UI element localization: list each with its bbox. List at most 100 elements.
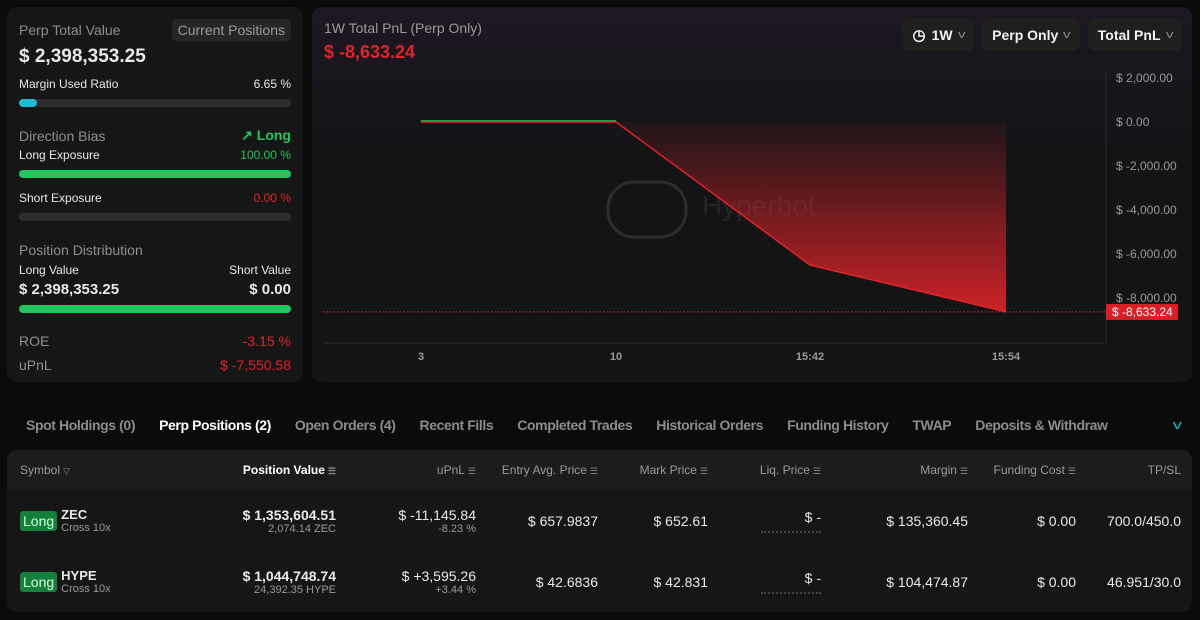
side-badge: Long [20,510,58,531]
direction-label: Direction Bias [19,127,106,144]
y-tick-label: $ -2,000.00 [1116,159,1177,173]
column-header[interactable]: uPnL ☰ [340,463,480,477]
upnl-percent: -8.23 % [438,522,476,535]
liq-underline [761,591,821,594]
margin-bar [19,99,291,107]
roe-label: ROE [19,333,50,349]
column-header-label: TP/SL [1147,463,1181,477]
margin-mode: Cross 10x [61,522,111,534]
margin-bar-fill [19,99,38,107]
column-header[interactable]: Funding Cost ☰ [972,463,1080,477]
upnl-value: $ +3,595.26 [401,567,476,584]
position-size: 24,392.35 HYPE [254,583,336,596]
metric-value: Total PnL [1097,26,1161,43]
filter-icon[interactable]: ▽ [63,466,70,476]
tabs-bar: Spot Holdings (0) Perp Positions (2) Open … [26,417,1108,433]
long-value: $ 2,398,353.25 [19,281,120,298]
roe-value: -3.15 % [242,333,291,349]
long-exposure-bar [19,170,291,178]
current-value-tag [1106,303,1178,320]
x-tick-label: 3 [418,351,424,363]
chevron-down-icon: v [1165,28,1174,41]
margin-value: $ 104,474.87 [886,573,968,590]
column-header-label: Mark Price [639,463,697,477]
data-point [809,264,811,266]
upnl-value: $ -7,550.58 [220,357,291,373]
tab-item[interactable]: Funding History [787,417,889,433]
chart-controls: ◷ 1W v Perp Only v Total PnL v [902,18,1182,51]
column-header[interactable]: Liq. Price ☰ [712,463,825,477]
tab-item[interactable]: Recent Fills [419,417,494,433]
distribution-bar [19,305,291,313]
upnl-label: uPnL [19,357,52,373]
column-header[interactable]: TP/SL [1080,463,1185,477]
liq-underline [761,530,821,533]
margin-mode: Cross 10x [61,583,111,595]
current-positions-button[interactable]: Current Positions [171,19,291,41]
sort-icon[interactable]: ☰ [589,466,598,476]
sort-icon[interactable]: ☰ [699,466,708,476]
column-header-label: Funding Cost [993,463,1065,477]
column-header[interactable]: Mark Price ☰ [602,463,712,477]
chevron-down-icon: v [957,28,966,41]
short-exposure-bar [19,213,291,221]
period-select[interactable]: ◷ 1W v [902,18,975,51]
short-value: $ 0.00 [249,281,291,298]
position-value: $ 1,353,604.51 [242,506,336,523]
tab-item[interactable]: Completed Trades [517,417,633,433]
column-header[interactable]: Entry Avg. Price ☰ [480,463,602,477]
metric-select[interactable]: Total PnL v [1087,18,1182,51]
tpsl-value[interactable]: 700.0/450.0 [1107,512,1181,529]
sort-icon[interactable]: ☰ [327,466,336,476]
data-point [420,121,422,123]
funding-cost: $ 0.00 [1037,573,1076,590]
mark-price: $ 42.831 [653,573,709,590]
column-header[interactable]: Symbol ▽ [7,463,200,477]
short-value-label: Short Value [229,263,291,277]
tpsl-value[interactable]: 46.951/30.0 [1107,573,1181,590]
tab-item[interactable]: Perp Positions (2) [159,417,271,433]
chevron-down-icon: v [1063,28,1071,41]
column-header-label: uPnL [436,463,465,477]
perp-total-value: $ 2,398,353.25 [19,46,146,67]
chart-pnl-value: $ -8,633.24 [324,42,416,62]
upnl-value: $ -11,145.84 [398,506,476,523]
pnl-line [421,121,1007,313]
pnl-chart: Hyperbot $ 2,000.00$ 0.00$ -2,000.00$ -4… [323,70,1178,363]
tab-item[interactable]: Deposits & Withdraw [975,417,1108,433]
negative-area [616,122,1006,312]
y-tick-label: $ 0.00 [1116,115,1150,129]
symbol[interactable]: ZEC [61,507,88,522]
tab-item[interactable]: Historical Orders [656,417,764,433]
x-tick-label: 15:54 [992,351,1021,363]
tab-item[interactable]: Open Orders (4) [294,417,396,433]
tabs-more-chevron-icon[interactable]: v [1172,417,1182,432]
sort-icon[interactable]: ☰ [1067,466,1076,476]
y-tick-label: $ -8,000.00 [1116,291,1177,305]
positions-table: Symbol ▽ Position Value ☰ uPnL ☰ Entry Avg. Pr… [7,450,1192,612]
symbol[interactable]: HYPE [61,568,97,583]
table-row[interactable]: Long HYPE Cross 10x $ 1,044,748.74 24,392.3… [7,551,1192,612]
margin-value: $ 135,360.45 [886,512,968,529]
table-header: Symbol ▽ Position Value ☰ uPnL ☰ Entry Avg. Pr… [7,450,1192,490]
long-exposure-fill [19,170,291,178]
column-header[interactable]: Position Value ☰ [200,463,340,477]
sort-icon[interactable]: ☰ [467,466,476,476]
direction-value: Long [256,127,291,143]
short-exposure-value: 0.00 % [253,191,291,205]
entry-price: $ 42.6836 [535,573,598,590]
sort-icon[interactable]: ☰ [959,466,968,476]
x-tick-label: 15:42 [796,351,824,363]
tab-item[interactable]: TWAP [912,417,952,433]
sort-icon[interactable]: ☰ [812,466,821,476]
tab-item[interactable]: Spot Holdings (0) [26,417,136,433]
column-header[interactable]: Margin ☰ [825,463,972,477]
scope-select[interactable]: Perp Only v [982,18,1080,51]
period-value: 1W [931,26,953,43]
data-point [615,121,617,123]
y-tick-label: $ -4,000.00 [1116,203,1177,217]
side-badge: Long [20,571,58,592]
table-row[interactable]: Long ZEC Cross 10x $ 1,353,604.51 2,074.14 … [7,490,1192,551]
upnl-percent: +3.44 % [435,583,476,596]
long-value-label: Long Value [19,263,79,277]
